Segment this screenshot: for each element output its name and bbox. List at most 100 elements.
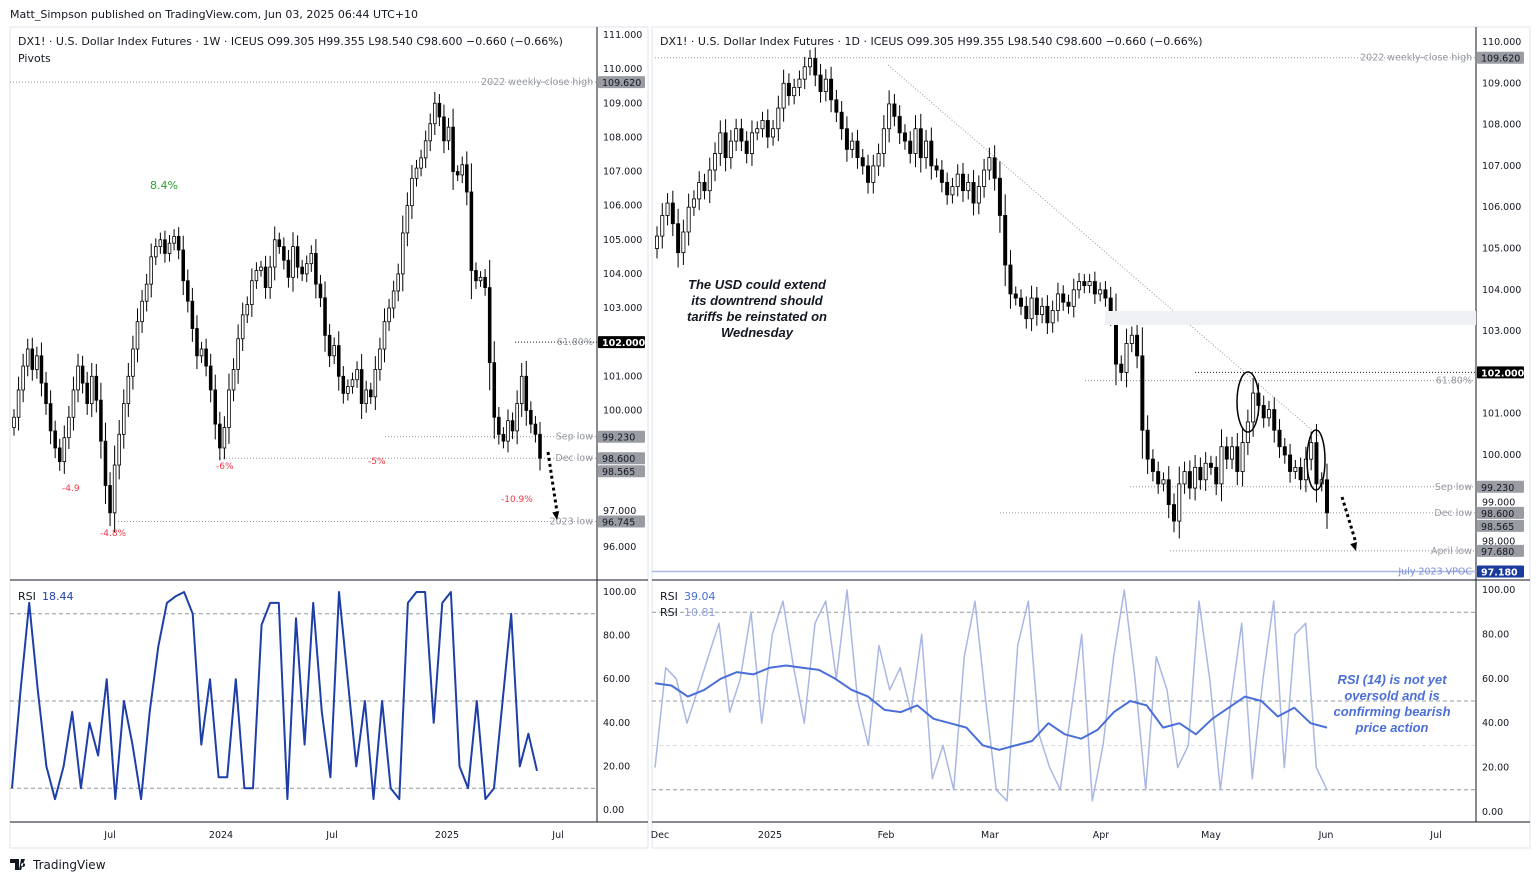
candle-body xyxy=(1087,281,1092,287)
candle xyxy=(108,472,112,527)
candle-body xyxy=(268,266,272,288)
candle-body xyxy=(734,128,739,142)
candle xyxy=(414,159,419,187)
tradingview-logo[interactable]: TradingView xyxy=(10,858,106,872)
level-badge-value: 97.680 xyxy=(1481,547,1514,558)
candle xyxy=(190,287,195,342)
candle-body xyxy=(341,375,346,394)
candle-body xyxy=(676,223,681,254)
candle-body xyxy=(282,246,286,261)
projection-arrow xyxy=(1340,496,1358,544)
candle-body xyxy=(181,249,186,282)
candle-body xyxy=(760,120,765,130)
level-badge xyxy=(1477,519,1524,532)
level-badge xyxy=(1477,480,1524,493)
candle-body xyxy=(483,276,487,288)
candle-body xyxy=(538,433,542,459)
candle xyxy=(538,422,542,471)
candle-body xyxy=(172,235,176,244)
price-tick-label: 111.000 xyxy=(603,30,642,41)
candle xyxy=(272,226,277,281)
note-line: oversold and is xyxy=(1344,688,1439,703)
candle-body xyxy=(892,103,897,117)
time-tick-label: Jul xyxy=(1429,830,1441,841)
candle-body xyxy=(1235,446,1240,472)
candle-body xyxy=(149,256,153,285)
candle xyxy=(245,296,250,324)
annotation-drop-percent: -4.8% xyxy=(100,529,127,539)
candle-body xyxy=(1198,466,1203,481)
level-badge-value: 98.600 xyxy=(1481,509,1514,520)
candle xyxy=(259,260,263,277)
right-chart-panel[interactable] xyxy=(651,26,1531,849)
candle-body xyxy=(1266,409,1271,419)
candle-body xyxy=(1208,462,1213,468)
level-label: July 2023 VPOC xyxy=(1397,566,1472,577)
candle xyxy=(686,193,691,246)
candle xyxy=(227,373,231,444)
candle xyxy=(771,120,776,146)
candle xyxy=(222,416,227,460)
candle xyxy=(1298,457,1303,490)
candle-body xyxy=(35,355,39,370)
level-badge xyxy=(598,430,645,443)
candle xyxy=(240,302,245,352)
candle xyxy=(295,235,300,279)
candle-body xyxy=(749,132,754,154)
candle-body xyxy=(195,328,199,357)
candle xyxy=(697,171,702,211)
candle xyxy=(808,49,812,76)
candle xyxy=(1119,355,1124,382)
level-badge-value: 109.620 xyxy=(602,78,641,89)
candle-body xyxy=(1055,293,1060,311)
candle xyxy=(802,56,807,90)
candle xyxy=(1145,415,1150,474)
candle-body xyxy=(670,202,675,225)
rsi-slow-line xyxy=(654,664,1328,751)
candle xyxy=(749,120,754,166)
level-badge xyxy=(1477,506,1524,519)
price-tick-label: 103.000 xyxy=(603,303,642,314)
candle-body xyxy=(1024,305,1029,320)
price-tick-label: 108.000 xyxy=(1482,120,1521,131)
time-tick-label: Feb xyxy=(878,830,895,841)
candle-body xyxy=(359,369,364,405)
left-chart-panel[interactable] xyxy=(9,26,649,849)
level-label: 2022 weekly-close high xyxy=(481,77,593,88)
candle xyxy=(1150,449,1155,482)
candle xyxy=(913,115,918,168)
candle xyxy=(250,268,254,317)
candle xyxy=(755,121,760,141)
candle-body xyxy=(713,153,718,171)
note-line: tariffs be reinstated on xyxy=(687,309,827,324)
candle xyxy=(44,371,48,415)
candle xyxy=(934,158,939,178)
candle-body xyxy=(1140,355,1145,431)
candle xyxy=(855,129,860,169)
candle xyxy=(282,237,286,270)
candle xyxy=(1156,461,1161,494)
candle xyxy=(401,215,405,292)
candle xyxy=(723,119,728,172)
resistance-zone xyxy=(1105,311,1476,325)
candle-body xyxy=(1325,479,1329,514)
candle xyxy=(1198,457,1203,490)
candle xyxy=(368,382,373,404)
candle xyxy=(67,405,71,449)
level-badge-value: 98.565 xyxy=(1481,522,1514,533)
candle-body xyxy=(992,157,997,179)
candle-body xyxy=(254,270,259,282)
note-line: price action xyxy=(1355,720,1429,735)
candle xyxy=(1208,455,1213,475)
rsi-tick-label: 60.00 xyxy=(603,674,630,685)
candle xyxy=(213,374,218,440)
candle xyxy=(94,364,99,413)
price-tick-label: 103.000 xyxy=(1482,326,1521,337)
candle xyxy=(982,158,987,198)
candle-body xyxy=(263,266,268,288)
candle xyxy=(428,113,432,152)
candle-body xyxy=(474,270,478,282)
candle xyxy=(945,172,950,205)
candle xyxy=(199,341,204,363)
candle-body xyxy=(881,128,886,154)
